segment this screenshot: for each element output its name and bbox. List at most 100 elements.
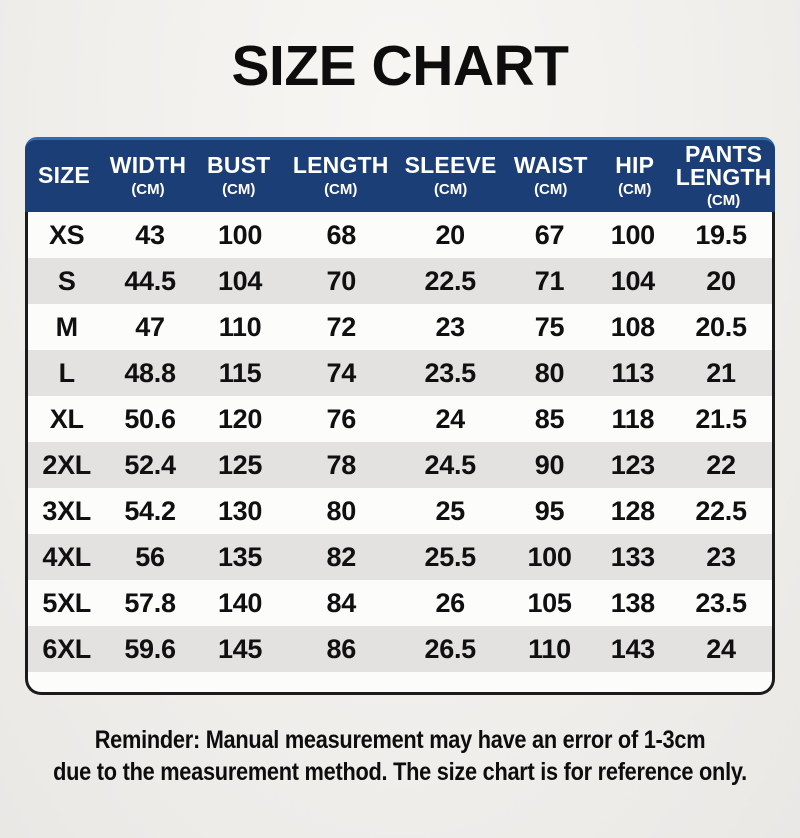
table-cell: 24: [706, 633, 736, 664]
column-header-sleeve: SLEEVE (CM): [397, 140, 504, 212]
table-cell: 67: [534, 219, 565, 250]
table-cell: 57.8: [124, 587, 176, 618]
table-cell: 4XL: [42, 541, 91, 572]
table-cell: 43: [135, 219, 165, 250]
table-cell: 59.6: [124, 633, 176, 664]
table-body: XS 43 100 68 20 67 100 19.5 S 44.5 104 70 22.5 71 104 2…: [25, 212, 775, 695]
table-cell: 84: [326, 587, 356, 618]
column-unit: (CM): [324, 180, 358, 198]
table-cell: 20: [706, 265, 736, 296]
column-unit: (CM): [618, 180, 652, 198]
table-cell: S: [57, 265, 76, 296]
table-cell: 133: [610, 541, 655, 572]
table-row-xs: XS 43 100 68 20 67 100 19.5: [28, 212, 772, 258]
column-label: SLEEVE: [404, 152, 497, 179]
table-cell: 71: [534, 265, 565, 296]
table-row-4xl: 4XL 56 135 82 25.5 100 133 23: [28, 534, 772, 580]
table-cell: 113: [611, 357, 655, 388]
table-cell: 54.2: [124, 495, 176, 526]
column-label: WAIST: [513, 152, 588, 179]
table-cell: 21: [706, 357, 736, 388]
table-cell: 3XL: [42, 495, 91, 526]
column-label: HIP: [615, 152, 655, 179]
table-cell: 22: [706, 449, 736, 480]
table-cell: XS: [48, 219, 85, 250]
table-cell: 56: [135, 541, 165, 572]
table-cell: 130: [217, 495, 263, 526]
table-cell: 75: [534, 311, 565, 342]
table-cell: 70: [326, 265, 356, 296]
table-cell: 80: [534, 357, 565, 388]
column-header-pants-length: PANTS LENGTH (CM): [672, 140, 775, 212]
table-cell: 52.4: [124, 449, 176, 480]
table-cell: 95: [534, 495, 565, 526]
table-cell: 68: [326, 219, 356, 250]
column-header-bust: BUST (CM): [193, 140, 285, 212]
table-cell: L: [58, 357, 76, 388]
column-unit: (CM): [433, 180, 468, 198]
column-header-waist: WAIST (CM): [504, 140, 597, 212]
table-row-m: M 47 110 72 23 75 108 20.5: [28, 304, 772, 350]
column-label: BUST: [207, 152, 271, 179]
table-cell: 140: [217, 587, 263, 618]
column-header-hip: HIP (CM): [597, 140, 672, 212]
table-cell: 135: [217, 541, 263, 572]
table-cell: 118: [611, 403, 655, 434]
table-cell: 128: [610, 495, 655, 526]
table-cell: 48.8: [124, 357, 176, 388]
table-cell: 123: [610, 449, 655, 480]
table-cell: 78: [326, 449, 356, 480]
column-unit: (CM): [222, 180, 256, 198]
table-cell: 25.5: [424, 541, 477, 572]
page-title: SIZE CHART: [231, 34, 570, 98]
column-unit: (CM): [131, 180, 165, 198]
table-cell: 22.5: [695, 495, 747, 526]
table-cell: 138: [610, 587, 655, 618]
table-cell: 120: [217, 403, 263, 434]
table-cell: XL: [49, 403, 84, 434]
column-header-width: WIDTH (CM): [103, 140, 193, 212]
column-header-length: LENGTH (CM): [284, 140, 397, 212]
table-cell: 23: [706, 541, 736, 572]
table-cell: 26: [435, 587, 465, 618]
table-cell: 85: [534, 403, 565, 434]
reminder-line2: due to the measurement method. The size …: [53, 757, 747, 786]
table-cell: 86: [326, 633, 356, 664]
table-cell: 72: [326, 311, 356, 342]
table-cell: 26.5: [424, 633, 477, 664]
table-cell: 82: [326, 541, 356, 572]
table-cell: 76: [326, 403, 356, 434]
table-cell: 110: [528, 633, 571, 664]
table-cell: 5XL: [42, 587, 91, 618]
reminder-line1: Reminder: Manual measurement may have an…: [94, 726, 706, 754]
table-cell: 100: [527, 541, 572, 572]
table-cell: 23.5: [424, 357, 477, 388]
table-cell: 44.5: [124, 265, 176, 296]
reminder-note: Reminder: Manual measurement may have an…: [52, 725, 748, 788]
table-cell: 100: [217, 219, 263, 250]
column-unit: (CM): [534, 180, 568, 198]
table-cell: 74: [326, 357, 356, 388]
column-label: LENGTH: [292, 152, 389, 179]
table-cell: M: [55, 311, 79, 342]
table-cell: 47: [135, 311, 165, 342]
table-cell: 24.5: [424, 449, 477, 480]
table-row-xl: XL 50.6 120 76 24 85 118 21.5: [28, 396, 772, 442]
table-row-2xl: 2XL 52.4 125 78 24.5 90 123 22: [28, 442, 772, 488]
table-row-3xl: 3XL 54.2 130 80 25 95 128 22.5: [28, 488, 772, 534]
column-header-size: SIZE: [25, 140, 103, 212]
table-cell: 20: [435, 219, 465, 250]
table-cell: 2XL: [42, 449, 91, 480]
table-cell: 100: [610, 219, 655, 250]
table-cell: 115: [218, 357, 262, 388]
table-row-s: S 44.5 104 70 22.5 71 104 20: [28, 258, 772, 304]
column-unit: (CM): [706, 192, 741, 210]
table-header-row: SIZE WIDTH (CM) BUST (CM) LENGTH (CM) SLEEVE (CM…: [25, 137, 775, 212]
table-cell: 125: [217, 449, 263, 480]
table-cell: 23: [435, 311, 465, 342]
table-cell: 105: [527, 587, 572, 618]
table-cell: 22.5: [424, 265, 477, 296]
table-row-l: L 48.8 115 74 23.5 80 113 21: [28, 350, 772, 396]
table-cell: 25: [435, 495, 465, 526]
table-cell: 145: [217, 633, 263, 664]
